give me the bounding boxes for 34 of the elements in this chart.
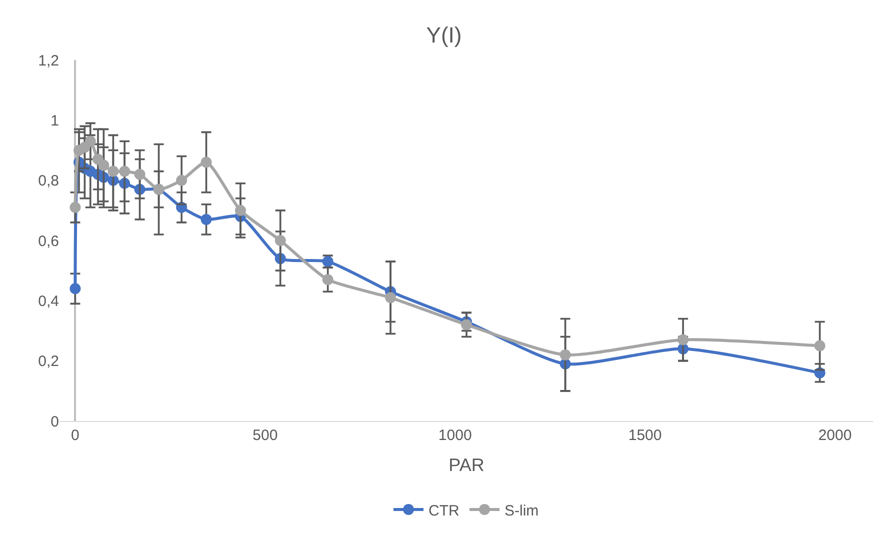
point (108, 166, 119, 177)
y-tick-label: 0 (50, 413, 59, 430)
point (385, 292, 396, 304)
point (814, 340, 826, 352)
chart-title: Y(I) (426, 22, 462, 48)
x-tick-label: 2000 (818, 427, 852, 444)
point (234, 204, 246, 216)
point (98, 160, 110, 171)
legend-label: CTR (428, 502, 460, 520)
y-tick-label: 0,2 (38, 353, 59, 370)
point (84, 136, 96, 147)
x-axis-title: PAR (448, 455, 484, 476)
legend-label: S-lim (504, 502, 539, 520)
y-tick-label: 0,8 (38, 172, 59, 190)
x-tick-label: 0 (71, 427, 80, 444)
point (176, 174, 188, 186)
point (200, 214, 212, 225)
point (119, 166, 130, 177)
point (560, 349, 571, 360)
point (274, 235, 286, 246)
point (70, 283, 81, 294)
x-tick-label: 500 (252, 427, 278, 444)
point (322, 274, 334, 286)
y-tick-label: 1,2 (38, 52, 59, 70)
point (461, 319, 472, 330)
point (200, 156, 212, 168)
point (678, 334, 689, 346)
point (134, 168, 146, 180)
x-tick-label: 1500 (628, 427, 662, 444)
y-tick-label: 0,4 (38, 292, 59, 310)
y-tick-label: 1 (50, 112, 59, 130)
x-tick-label: 1000 (438, 427, 472, 444)
y-tick-label: 0,6 (38, 232, 59, 250)
point (70, 202, 81, 213)
